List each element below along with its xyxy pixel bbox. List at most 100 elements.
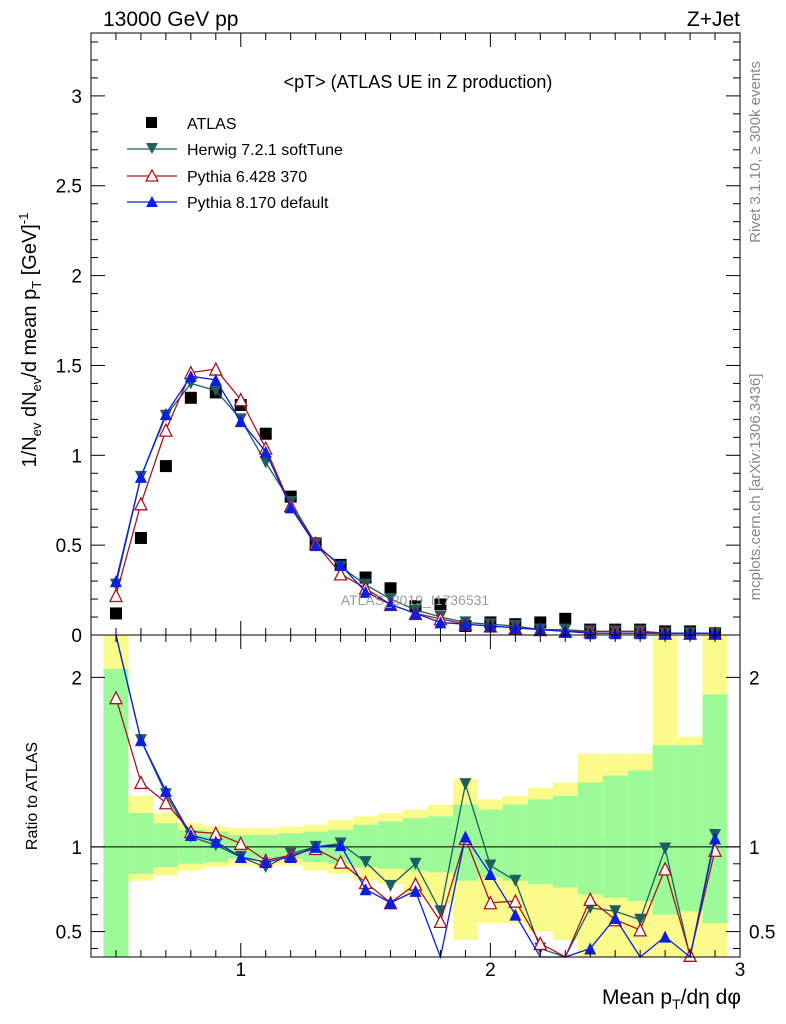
ratio-point-2: [659, 930, 672, 943]
ratio-point-2: [209, 835, 222, 848]
main-point-3: [434, 616, 447, 629]
legend: ATLAS Herwig 7.2.1 softTune Pythia 6.428…: [127, 116, 343, 212]
ratio-point-2: [484, 867, 497, 880]
ratio-point-1: [233, 835, 248, 851]
main-series-layer: [108, 361, 723, 640]
mcplots-reference-label: mcplots.cern.ch [arXiv:1306.3436]: [747, 374, 764, 601]
ratio-y-tick-label: 0.5: [56, 923, 82, 944]
header-energy-label: 13000 GeV pp: [103, 8, 238, 31]
main-point-0: [159, 460, 172, 473]
main-y-tick-label: 2: [71, 267, 82, 288]
main-y-tick-label: 3: [71, 87, 82, 108]
ratio-band-inner: [427, 816, 453, 873]
ratio-band-inner: [103, 668, 129, 957]
ratio-point-2: [259, 856, 272, 869]
main-point-3: [259, 445, 272, 458]
ratio-point-0: [459, 778, 472, 791]
main-point-0: [109, 607, 122, 620]
main-point-3: [284, 501, 297, 514]
ratio-point-2: [309, 840, 322, 853]
main-point-3: [134, 470, 147, 483]
ratio-band-inner: [627, 770, 653, 902]
main-point-3: [384, 598, 397, 611]
main-y-tick-label: 0.5: [56, 536, 82, 557]
ratio-point-2: [609, 912, 622, 925]
ratio-point-1: [133, 774, 148, 790]
legend-atlas-marker: [146, 117, 157, 128]
ratio-point-0: [484, 859, 497, 872]
rivet-version-label: Rivet 3.1.10, ≥ 300k events: [747, 61, 764, 243]
main-point-3: [184, 370, 197, 383]
header-process-label: Z+Jet: [687, 8, 740, 31]
main-y-tick-label: 0: [71, 626, 82, 647]
main-point-3: [409, 607, 422, 620]
x-tick-label: 2: [485, 960, 496, 981]
ratio-point-1: [108, 690, 124, 705]
main-y-axis-label-text: 1/Nev dNev/d mean pT [GeV]-1: [16, 213, 44, 468]
ratio-point-1: [583, 891, 598, 907]
ratio-point-1: [633, 922, 648, 937]
main-point-3: [209, 373, 222, 386]
main-point-2: [333, 566, 348, 581]
ratio-uncertainty-bands: [103, 635, 728, 957]
main-point-3: [159, 407, 172, 420]
main-point-0: [134, 531, 147, 544]
ratio-band-inner: [577, 782, 603, 895]
ratio-point-2: [584, 942, 597, 955]
main-point-3: [309, 539, 322, 552]
main-point-0: [384, 582, 397, 595]
ratio-point-1: [433, 913, 448, 929]
main-y-tick-label: 1.5: [56, 356, 82, 377]
legend-pythia6-marker: [144, 168, 160, 182]
main-point-3: [109, 575, 122, 588]
ratio-band-inner: [602, 775, 628, 898]
ratio-point-2: [409, 884, 422, 897]
ratio-band-inner: [527, 799, 553, 885]
legend-herwig-marker: [146, 143, 158, 154]
ratio-point-2: [284, 851, 297, 864]
ratio-y-tick-label-right: 1: [749, 838, 760, 859]
ratio-point-0: [359, 856, 372, 869]
main-point-0: [434, 598, 447, 611]
main-y-tick-label: 2.5: [56, 177, 82, 198]
legend-herwig-label: Herwig 7.2.1 softTune: [187, 142, 343, 159]
legend-pythia8-label: Pythia 8.170 default: [187, 195, 329, 212]
ratio-point-0: [509, 874, 522, 887]
ratio-point-2: [234, 851, 247, 864]
ratio-y-tick-label: 2: [71, 668, 82, 689]
ratio-band-inner: [677, 745, 703, 912]
ratio-point-1: [333, 854, 348, 869]
main-point-3: [359, 585, 372, 598]
ratio-point-1: [508, 893, 523, 908]
ratio-y-tick-label-right: 0.5: [749, 923, 775, 944]
main-point-3: [509, 621, 522, 634]
x-axis-label: Mean pT/dη dφ: [602, 986, 741, 1012]
ratio-point-1: [658, 861, 673, 876]
ratio-point-2: [459, 830, 472, 843]
ratio-series-layer: [108, 634, 723, 962]
main-point-2: [233, 392, 248, 407]
x-tick-label: 1: [235, 960, 246, 981]
legend-pythia6-label: Pythia 6.428 370: [187, 169, 307, 186]
ratio-band-inner: [502, 804, 528, 881]
ratio-point-2: [384, 896, 397, 909]
main-point-0: [184, 391, 197, 404]
ratio-point-1: [483, 895, 498, 910]
main-point-3: [459, 618, 472, 631]
ratio-point-2: [184, 828, 197, 841]
ratio-point-2: [509, 908, 522, 921]
main-point-2: [158, 422, 173, 437]
x-tick-label: 3: [735, 960, 746, 981]
ratio-y-tick-label: 1: [71, 838, 82, 859]
ratio-band-inner: [552, 796, 578, 888]
main-point-2: [133, 496, 148, 511]
main-y-axis-label: 1/Nev dNev/d mean pT [GeV]-1: [16, 213, 44, 468]
ratio-point-0: [409, 857, 422, 870]
legend-pythia8-marker: [146, 196, 158, 207]
ratio-point-1: [533, 935, 548, 951]
main-y-tick-label: 1: [71, 446, 82, 467]
legend-atlas-label: ATLAS: [187, 116, 237, 133]
ratio-point-0: [434, 905, 447, 918]
analysis-watermark: ATLAS_2019_I1736531: [341, 592, 490, 608]
plot-title: <pT> (ATLAS UE in Z production): [284, 72, 553, 92]
